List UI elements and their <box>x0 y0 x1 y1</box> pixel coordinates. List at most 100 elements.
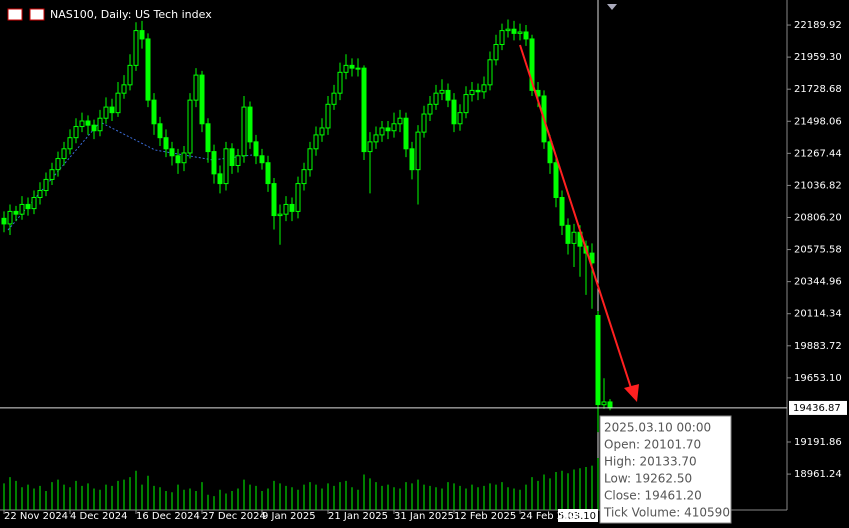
candle-body <box>97 117 103 132</box>
candle-body <box>499 30 505 46</box>
y-tick-label: 18961.24 <box>794 469 842 480</box>
candle-body <box>217 173 223 185</box>
x-tick-label: 24 Feb 2025 <box>520 511 582 522</box>
candle-body <box>79 120 85 128</box>
candle-body <box>175 155 181 164</box>
candle-body <box>283 203 289 215</box>
candle-body <box>373 134 379 143</box>
candle-body <box>547 141 553 164</box>
candle-body <box>19 203 25 215</box>
candle-body <box>31 196 37 210</box>
candle-body <box>163 137 169 150</box>
x-tick-label: 12 Feb 2025 <box>454 511 516 522</box>
candle-body <box>145 38 151 101</box>
candle-body <box>205 123 211 153</box>
arrow-annotation <box>519 44 639 402</box>
candle-body <box>553 162 559 198</box>
candle-body <box>607 401 613 409</box>
tooltip-box <box>599 415 732 524</box>
candle-body <box>481 84 487 93</box>
candle-body <box>325 103 331 129</box>
tooltip-line: 2025.03.10 00:00 <box>604 421 711 435</box>
candle-body <box>289 203 295 212</box>
candle-body <box>367 141 373 153</box>
candle-body <box>115 92 121 114</box>
candle-body <box>295 183 301 212</box>
candle-body <box>409 148 415 171</box>
candle-body <box>199 74 205 125</box>
candle-body <box>265 162 271 185</box>
candle-body <box>259 155 265 164</box>
x-tick-label: 21 Jan 2025 <box>328 511 388 522</box>
candle-body <box>67 137 73 150</box>
candle-body <box>157 123 163 139</box>
candle-body <box>475 89 481 93</box>
candle-body <box>589 252 595 264</box>
candle-body <box>403 117 409 150</box>
current-price-label: 19436.87 <box>793 403 841 414</box>
candle-body <box>73 126 79 139</box>
candle-body <box>565 224 571 244</box>
candle-body <box>397 117 403 125</box>
y-tick-label: 20806.20 <box>794 212 842 223</box>
candle-body <box>169 148 175 157</box>
candle-body <box>61 148 67 160</box>
candle-body <box>559 196 565 226</box>
cursor-label-box <box>558 509 598 522</box>
tooltip-line: Low: 19262.50 <box>604 472 692 486</box>
candle-body <box>55 158 61 171</box>
candle-body <box>121 84 127 94</box>
shift-marker <box>607 4 617 10</box>
chart-title: NAS100, Daily: US Tech index <box>50 8 212 21</box>
candle-body <box>103 106 109 119</box>
candle-body <box>43 178 49 192</box>
y-tick-label: 19191.86 <box>794 437 842 448</box>
candle-body <box>595 314 601 406</box>
candle-body <box>277 213 283 217</box>
candle-body <box>445 89 451 101</box>
candle-body <box>235 155 241 167</box>
candle-body <box>427 103 433 115</box>
arrow-head <box>624 384 639 402</box>
candle-body <box>451 99 457 125</box>
candle-body <box>85 120 91 126</box>
y-tick-label: 21036.82 <box>794 180 842 191</box>
candle-body <box>187 99 193 154</box>
candle-body <box>193 74 199 101</box>
icon <box>29 8 45 21</box>
cursor-label: 2025.03.10 <box>539 511 596 522</box>
candle-body <box>361 67 367 153</box>
candle-body <box>421 113 427 133</box>
y-tick-label: 22189.92 <box>794 20 842 31</box>
tooltip-line: Open: 20101.70 <box>604 438 701 452</box>
candle-body <box>253 141 259 157</box>
x-tick-label: 4 Dec 2024 <box>70 511 128 522</box>
x-tick-label: 9 Jan 2025 <box>262 511 316 522</box>
title-icons <box>7 8 45 21</box>
plot-area <box>1 19 613 510</box>
candle-body <box>133 30 139 66</box>
candle-body <box>301 169 307 185</box>
candle-body <box>241 106 247 157</box>
candle-body <box>139 30 145 40</box>
candle-body <box>439 89 445 94</box>
current-price-box <box>789 400 847 415</box>
tooltip-line: Tick Volume: 410590 <box>603 506 730 520</box>
candle-body <box>463 94 469 114</box>
y-tick-label: 20575.58 <box>794 245 842 256</box>
candle-body <box>91 124 97 132</box>
tooltip: 2025.03.10 00:00 Open: 20101.70 High: 2013… <box>599 415 732 524</box>
candle-body <box>223 148 229 185</box>
candle-body <box>529 38 535 91</box>
y-tick-label: 20114.34 <box>794 309 842 320</box>
candle-body <box>229 148 235 167</box>
x-tick-label: 22 Nov 2024 <box>4 511 68 522</box>
candle-body <box>7 210 13 225</box>
candle-body <box>493 44 499 61</box>
candle-body <box>127 64 133 86</box>
x-tick-label: 27 Dec 2024 <box>202 511 266 522</box>
arrow-line <box>519 44 632 389</box>
candle-body <box>349 64 355 69</box>
